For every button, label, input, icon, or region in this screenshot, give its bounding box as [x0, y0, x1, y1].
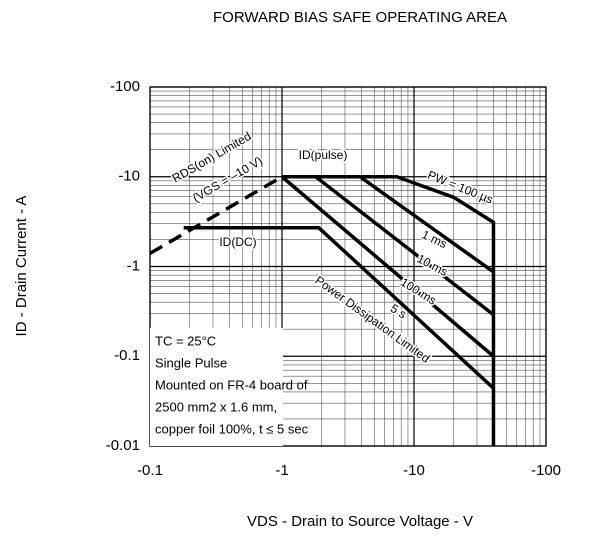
- soa-line: [183, 226, 495, 390]
- plot-frame: [149, 86, 547, 447]
- annotation: 5 s: [388, 301, 409, 321]
- annotation: ID(DC): [219, 235, 256, 249]
- soa-line: [149, 175, 283, 255]
- annotation: 100 ms: [398, 275, 439, 308]
- y-axis-label: ID - Drain Current - A: [13, 196, 30, 337]
- chart-title: FORWARD BIAS SAFE OPERATING AREA: [213, 9, 507, 26]
- soa-line: [282, 175, 496, 446]
- x-tick-label: -1: [275, 462, 288, 479]
- soa-line: [280, 175, 495, 358]
- note-text: 2500 mm2 x 1.6 mm,: [155, 399, 277, 414]
- note-box: [150, 328, 283, 446]
- x-tick-label: -100: [531, 462, 561, 479]
- x-axis-label: VDS - Drain to Source Voltage - V: [247, 513, 473, 530]
- annotation: 1 ms: [420, 227, 449, 251]
- note-text: TC = 25°C: [155, 333, 216, 348]
- y-tick-label: -1: [127, 257, 140, 274]
- note-text: Single Pulse: [155, 355, 227, 370]
- note-text: copper foil 100%, t ≤ 5 sec: [155, 421, 309, 436]
- y-tick-label: -10: [118, 168, 140, 185]
- x-tick-label: -10: [403, 462, 425, 479]
- y-tick-label: -0.01: [106, 437, 140, 454]
- y-tick-label: -100: [110, 78, 140, 95]
- x-tick-label: -0.1: [137, 462, 163, 479]
- soa-line: [314, 175, 495, 317]
- annotation: ID(pulse): [299, 148, 348, 162]
- y-tick-label: -0.1: [114, 347, 140, 364]
- soa-line: [359, 175, 495, 274]
- note-text: Mounted on FR-4 board of: [155, 377, 308, 392]
